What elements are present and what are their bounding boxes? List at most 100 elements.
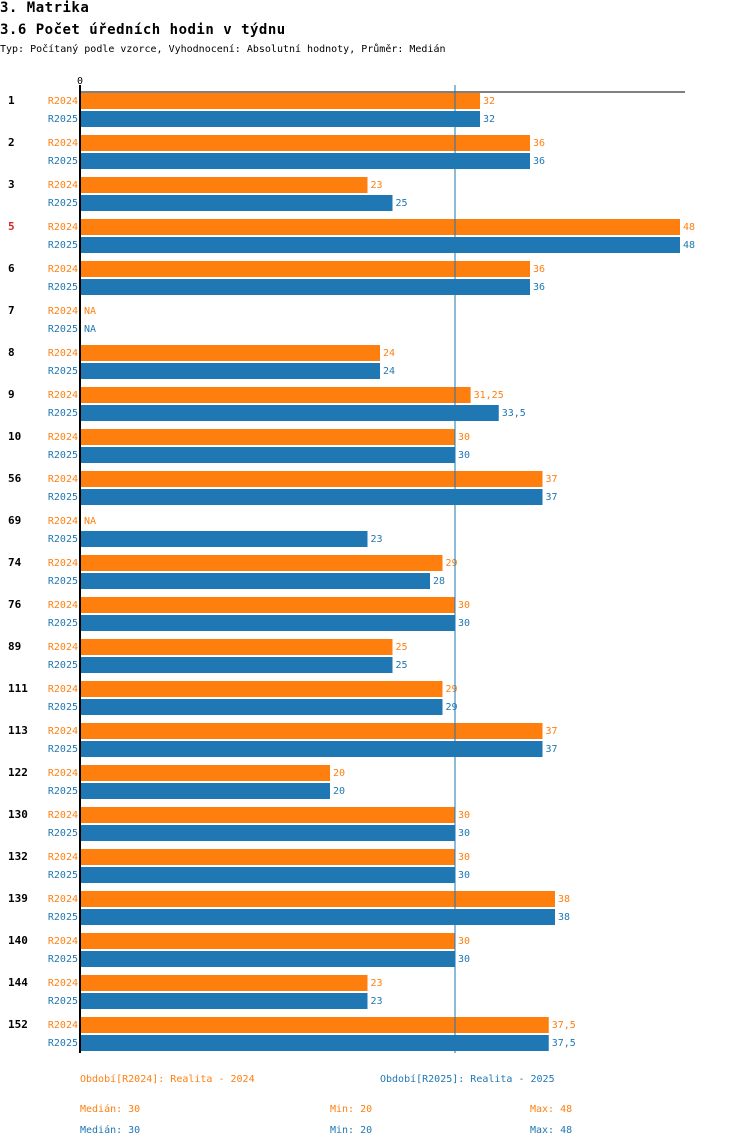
value-label-r2024: 37 — [546, 726, 558, 737]
legend-r2024: Období[R2024]: Realita - 2024 — [80, 1074, 255, 1085]
bar-r2025 — [80, 993, 368, 1009]
value-label-r2025: 23 — [371, 534, 383, 545]
series-label-r2024: R2024 — [48, 852, 78, 863]
series-label-r2025: R2025 — [48, 114, 78, 125]
bar-r2024 — [80, 597, 455, 613]
value-label-r2024: 24 — [383, 348, 395, 359]
value-label-r2025: 24 — [383, 366, 395, 377]
category-label: 89 — [8, 640, 21, 653]
bar-r2025 — [80, 153, 530, 169]
category-label: 3 — [8, 178, 15, 191]
value-label-r2025: 36 — [533, 282, 545, 293]
series-label-r2025: R2025 — [48, 156, 78, 167]
bar-r2025 — [80, 573, 430, 589]
value-label-r2024: 48 — [683, 222, 695, 233]
series-label-r2024: R2024 — [48, 978, 78, 989]
value-label-r2025: 30 — [458, 954, 470, 965]
category-label: 6 — [8, 262, 15, 275]
bar-r2024 — [80, 429, 455, 445]
series-label-r2024: R2024 — [48, 138, 78, 149]
stat-min-2025: Min: 20 — [330, 1125, 373, 1136]
series-label-r2024: R2024 — [48, 474, 78, 485]
value-label-r2024: 30 — [458, 810, 470, 821]
bar-r2024 — [80, 933, 455, 949]
bar-r2025 — [80, 783, 330, 799]
series-label-r2025: R2025 — [48, 618, 78, 629]
value-label-r2024: 38 — [558, 894, 570, 905]
value-label-r2024: 30 — [458, 852, 470, 863]
series-label-r2025: R2025 — [48, 702, 78, 713]
bar-r2025 — [80, 489, 543, 505]
value-label-r2025: 25 — [396, 198, 408, 209]
bar-r2025 — [80, 825, 455, 841]
bar-r2025 — [80, 405, 499, 421]
bar-r2024 — [80, 219, 680, 235]
series-label-r2025: R2025 — [48, 534, 78, 545]
series-label-r2024: R2024 — [48, 222, 78, 233]
bar-r2024 — [80, 135, 530, 151]
series-label-r2025: R2025 — [48, 912, 78, 923]
bar-r2025 — [80, 237, 680, 253]
bar-r2024 — [80, 1017, 549, 1033]
value-label-r2025: 30 — [458, 450, 470, 461]
stat-min-2024: Min: 20 — [330, 1104, 373, 1115]
value-label-r2025: 36 — [533, 156, 545, 167]
bar-r2024 — [80, 891, 555, 907]
value-label-r2024: 36 — [533, 138, 545, 149]
axis-zero-label: 0 — [77, 76, 83, 87]
series-label-r2025: R2025 — [48, 366, 78, 377]
category-label: 10 — [8, 430, 21, 443]
series-label-r2025: R2025 — [48, 828, 78, 839]
value-label-r2025: 29 — [446, 702, 458, 713]
value-label-r2024: 32 — [483, 96, 495, 107]
bar-r2024 — [80, 345, 380, 361]
category-label: 130 — [8, 808, 28, 821]
value-label-r2025: 37 — [546, 744, 558, 755]
value-label-r2025: 33,5 — [502, 408, 526, 419]
category-label: 9 — [8, 388, 15, 401]
category-label: 5 — [8, 220, 15, 233]
category-label: 2 — [8, 136, 15, 149]
bar-r2025 — [80, 1035, 549, 1051]
series-label-r2025: R2025 — [48, 786, 78, 797]
bar-r2025 — [80, 867, 455, 883]
stat-max-2024: Max: 48 — [530, 1104, 573, 1115]
value-label-r2024: 29 — [446, 684, 458, 695]
value-label-r2025: 37,5 — [552, 1038, 576, 1049]
series-label-r2025: R2025 — [48, 996, 78, 1007]
value-label-r2025: 25 — [396, 660, 408, 671]
value-label-r2024: 37,5 — [552, 1020, 576, 1031]
series-label-r2024: R2024 — [48, 96, 78, 107]
value-label-r2024: 23 — [371, 180, 383, 191]
value-label-r2024: 30 — [458, 432, 470, 443]
series-label-r2024: R2024 — [48, 642, 78, 653]
series-label-r2025: R2025 — [48, 408, 78, 419]
value-label-r2025: 30 — [458, 828, 470, 839]
series-label-r2024: R2024 — [48, 936, 78, 947]
series-label-r2025: R2025 — [48, 492, 78, 503]
section-title: 3. Matrika — [0, 0, 90, 16]
value-label-r2024: 29 — [446, 558, 458, 569]
value-label-r2025: 37 — [546, 492, 558, 503]
category-label: 69 — [8, 514, 21, 527]
category-label: 111 — [8, 682, 28, 695]
bar-r2025 — [80, 741, 543, 757]
series-label-r2024: R2024 — [48, 390, 78, 401]
category-label: 113 — [8, 724, 28, 737]
value-label-r2024: 36 — [533, 264, 545, 275]
bar-r2024 — [80, 471, 543, 487]
series-label-r2024: R2024 — [48, 768, 78, 779]
series-label-r2025: R2025 — [48, 870, 78, 881]
series-label-r2025: R2025 — [48, 954, 78, 965]
series-label-r2025: R2025 — [48, 1038, 78, 1049]
series-label-r2025: R2025 — [48, 240, 78, 251]
value-label-r2025: 28 — [433, 576, 445, 587]
value-label-r2024: 20 — [333, 768, 345, 779]
value-label-r2025: 48 — [683, 240, 695, 251]
category-label: 1 — [8, 94, 15, 107]
series-label-r2024: R2024 — [48, 516, 78, 527]
value-label-r2024: NA — [84, 516, 96, 527]
stat-median-2024: Medián: 30 — [80, 1104, 141, 1115]
bar-r2025 — [80, 447, 455, 463]
bar-r2025 — [80, 111, 480, 127]
